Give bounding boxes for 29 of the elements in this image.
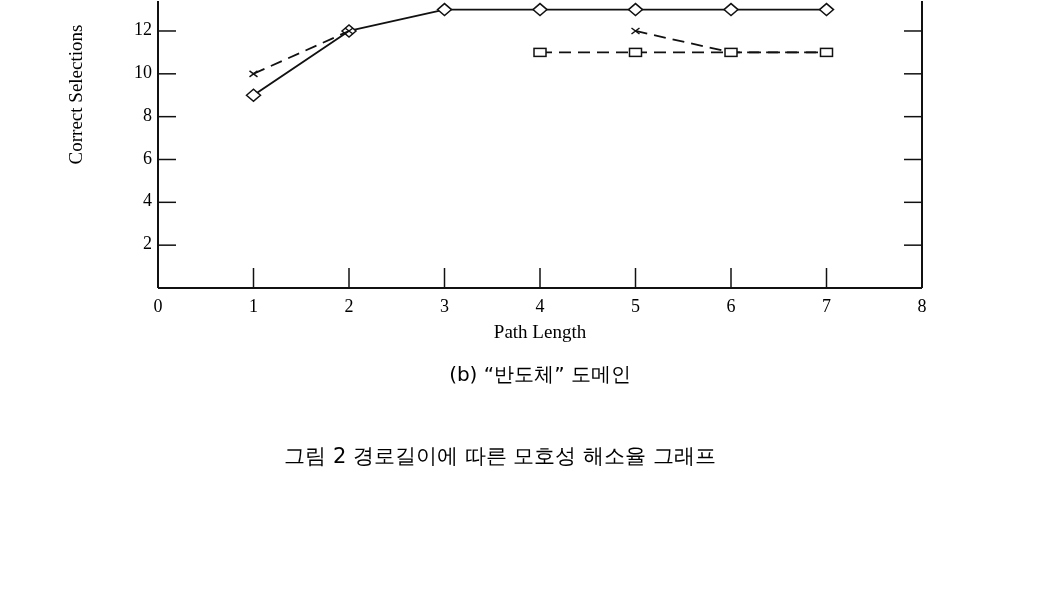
x-tick-label: 5 — [631, 296, 640, 317]
y-tick-label: 6 — [143, 147, 152, 168]
point — [723, 2, 739, 17]
y-tick-label: 10 — [134, 61, 152, 82]
point — [533, 47, 547, 58]
point — [627, 2, 644, 17]
point — [436, 2, 453, 17]
point — [628, 47, 643, 58]
x-tick-label: 6 — [726, 296, 736, 317]
x-tick-label: 4 — [535, 296, 545, 317]
x-tick-label: 7 — [822, 296, 831, 317]
x-tick-label: 1 — [249, 296, 258, 317]
text: (b) “반도체” 도메인 — [449, 362, 631, 386]
x-tick-label: 0 — [153, 296, 163, 317]
y-tick-label: 2 — [143, 233, 152, 254]
y-axis-title: Correct Selections — [65, 24, 86, 165]
point — [248, 70, 259, 78]
x-axis-title: Path Length — [493, 321, 587, 342]
x-tick-label: 2 — [344, 296, 354, 317]
caption: 그림 2 경로길이에 따른 모호성 해소율 그래프 — [284, 444, 716, 468]
point — [532, 2, 548, 17]
point — [245, 88, 262, 102]
y-tick-label: 12 — [134, 19, 152, 40]
point — [818, 2, 835, 17]
x-tick-label: 8 — [917, 296, 927, 317]
point — [630, 27, 641, 35]
x-tick-label: 3 — [440, 296, 449, 317]
y-tick-label: 8 — [143, 104, 152, 125]
y-tick-label: 4 — [143, 190, 152, 211]
